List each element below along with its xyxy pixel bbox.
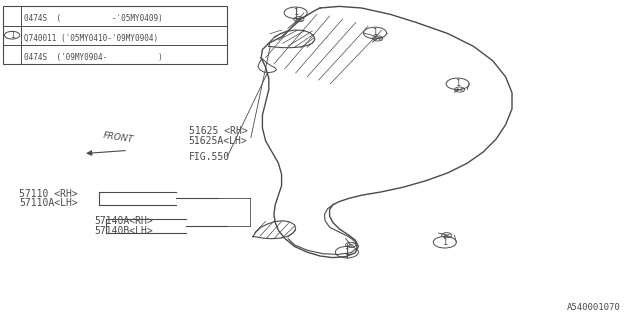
Text: 57140B<LH>: 57140B<LH>	[95, 226, 154, 236]
Text: 1: 1	[442, 238, 447, 247]
Text: 1: 1	[372, 28, 378, 37]
Text: 1: 1	[344, 248, 349, 257]
Text: FRONT: FRONT	[102, 131, 134, 144]
Text: 57110A<LH>: 57110A<LH>	[19, 198, 78, 208]
Text: 51625 <RH>: 51625 <RH>	[189, 126, 248, 136]
Text: A540001070: A540001070	[567, 303, 621, 312]
Text: 0474S  ('09MY0904-           ): 0474S ('09MY0904- )	[24, 53, 163, 62]
Text: 1: 1	[10, 31, 15, 40]
Text: 1: 1	[293, 8, 298, 17]
Bar	[3, 6, 227, 64]
Text: 0474S  (           -'05MY0409): 0474S ( -'05MY0409)	[24, 14, 163, 23]
Text: FIG.550: FIG.550	[189, 152, 230, 162]
Text: 57110 <RH>: 57110 <RH>	[19, 188, 78, 199]
Text: 57140A<RH>: 57140A<RH>	[95, 216, 154, 226]
Text: Q740011 ('05MY0410-'09MY0904): Q740011 ('05MY0410-'09MY0904)	[24, 34, 159, 43]
Text: 1: 1	[455, 79, 460, 88]
Text: 51625A<LH>: 51625A<LH>	[189, 136, 248, 147]
